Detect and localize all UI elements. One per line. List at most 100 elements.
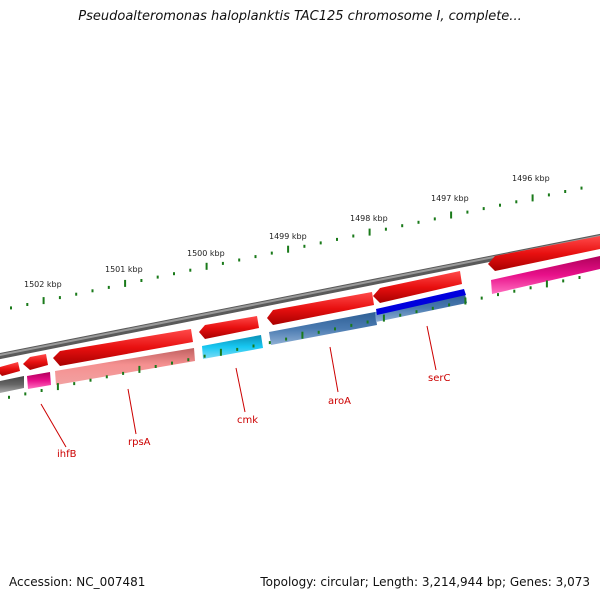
minor-tick [154,365,157,368]
minor-tick [515,200,518,204]
gene-labels: ihfB rpsA cmk aroA serC [40,325,450,460]
major-tick [368,228,371,236]
minor-tick [73,382,76,386]
cds-block[interactable] [376,289,466,315]
inner-tick-row [8,276,581,399]
gene-label-rpsA[interactable]: rpsA [128,437,151,448]
minor-tick [564,190,567,193]
minor-tick [24,392,27,396]
minor-tick [513,289,516,293]
cds-block[interactable] [55,348,195,385]
minor-tick [187,358,190,362]
cds-track [0,256,600,393]
minor-tick [578,276,581,279]
gene-arrow[interactable] [373,271,462,303]
minor-tick [580,186,583,190]
minor-tick [499,203,501,207]
minor-tick [122,371,125,375]
minor-tick [140,279,143,282]
minor-tick [317,330,320,334]
major-tick [205,262,208,270]
tick-label: 1497 kbp [431,194,469,203]
gene-label-ihfB[interactable]: ihfB [57,449,77,460]
minor-tick [268,341,271,345]
minor-tick [58,296,61,300]
minor-tick [366,320,369,324]
minor-tick [107,285,110,289]
gene-label-cmk[interactable]: cmk [237,415,258,426]
minor-tick [334,327,336,331]
cds-block[interactable] [375,294,467,322]
minor-tick [529,286,532,290]
tick-label: 1496 kbp [512,174,550,183]
major-tick [219,348,222,356]
minor-tick [26,303,29,306]
tick-label: 1500 kbp [187,249,225,258]
minor-tick [497,293,499,297]
major-tick [545,280,548,288]
accession-text: Accession: NC_007481 [9,575,146,589]
minor-tick [399,313,402,317]
minor-tick [270,251,273,255]
minor-tick [401,224,404,228]
minor-tick [303,244,306,248]
outer-tick-row [10,186,583,310]
cds-block[interactable] [0,376,24,393]
minor-tick [91,289,94,293]
tick-label: 1502 kbp [24,280,62,289]
cds-block[interactable] [269,312,377,345]
minor-tick [417,220,420,224]
minor-tick [562,279,565,283]
minor-tick [156,275,159,279]
cds-block[interactable] [27,372,51,389]
minor-tick [10,306,12,310]
major-tick [56,383,59,391]
minor-tick [480,296,483,300]
gene-arrow[interactable] [0,362,20,376]
minor-tick [40,389,43,392]
major-tick [464,297,467,305]
map-title: Pseudoalteromonas haloplanktis TAC125 ch… [78,9,522,24]
gene-track [0,236,600,376]
minor-tick [285,337,288,341]
minor-tick [433,217,436,221]
minor-tick [350,323,353,327]
tick-label: 1498 kbp [350,214,388,223]
minor-tick [173,272,175,276]
gene-arrow[interactable] [199,316,259,339]
gene-arrow[interactable] [488,236,600,271]
cds-block[interactable] [491,256,600,294]
major-tick [382,314,385,322]
minor-tick [547,193,550,197]
minor-tick [466,210,469,214]
genome-summary-text: Topology: circular; Length: 3,214,944 bp… [260,575,590,589]
gene-arrow[interactable] [53,329,193,366]
minor-tick [319,241,322,245]
gene-arrow[interactable] [267,292,374,325]
tick-label: 1501 kbp [105,265,143,274]
gene-label-aroA[interactable]: aroA [328,396,351,407]
minor-tick [482,207,485,211]
minor-tick [238,258,241,262]
major-tick [450,211,453,219]
minor-tick [252,344,255,348]
minor-tick [431,306,434,310]
minor-tick [384,227,387,231]
major-tick [531,194,534,202]
cds-block[interactable] [202,335,263,359]
major-tick [301,331,304,339]
minor-tick [221,261,224,265]
minor-tick [352,234,355,238]
minor-tick [189,268,192,272]
tick-label: 1499 kbp [269,232,307,241]
minor-tick [336,237,338,241]
gene-arrow[interactable] [23,354,48,370]
tick-labels: 1502 kbp 1501 kbp 1500 kbp 1499 kbp 1498… [24,174,550,289]
minor-tick [8,395,10,399]
gene-label-serC[interactable]: serC [428,373,450,384]
minor-tick [89,378,92,382]
minor-tick [171,361,173,365]
minor-tick [415,310,418,314]
minor-tick [254,255,257,259]
